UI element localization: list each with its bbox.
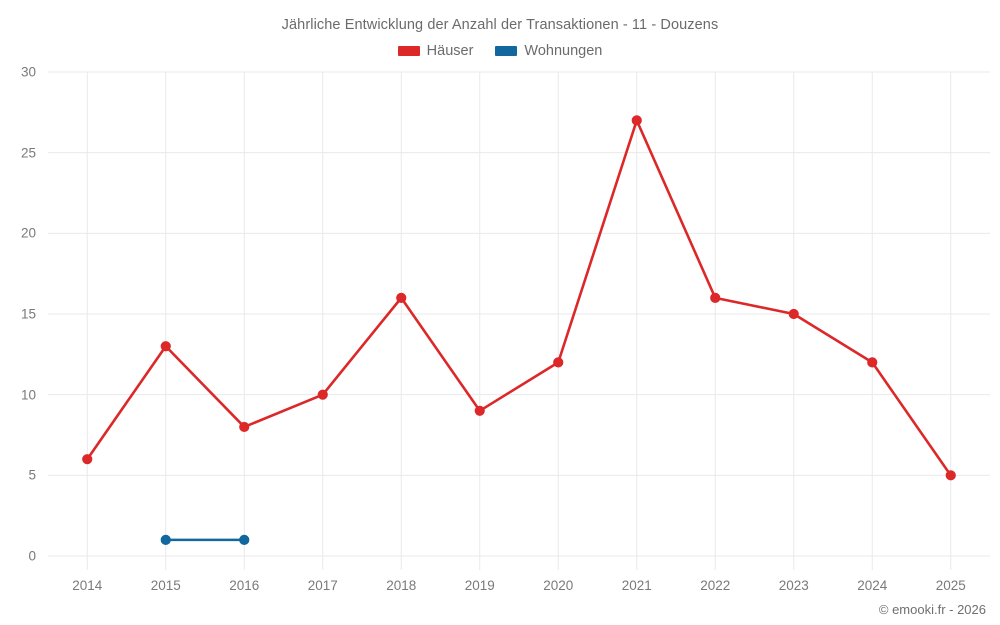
- y-axis-tick-label: 0: [28, 548, 36, 564]
- x-axis-tick-label: 2020: [543, 578, 574, 593]
- data-point-marker-series-0: [82, 454, 93, 465]
- x-axis-tick-label: 2019: [464, 578, 495, 593]
- x-axis-tick-label: 2017: [307, 578, 338, 593]
- x-axis-tick-label: 2021: [621, 578, 652, 593]
- y-axis-tick-label: 5: [28, 467, 36, 483]
- x-axis-tick-label: 2016: [229, 578, 260, 593]
- legend-label-series-0: Häuser: [426, 43, 474, 59]
- chart-legend: Häuser Wohnungen: [0, 44, 1000, 59]
- data-point-marker-series-0: [867, 357, 878, 368]
- x-axis-tick-label: 2025: [935, 578, 966, 593]
- data-point-marker-series-0: [396, 292, 407, 303]
- data-point-marker-series-0: [945, 470, 956, 481]
- data-point-marker-series-0: [474, 405, 485, 416]
- y-axis-tick-label: 30: [20, 64, 36, 80]
- y-axis-tick-label: 15: [20, 306, 36, 322]
- data-point-marker-series-0: [160, 341, 171, 352]
- data-point-marker-series-0: [553, 357, 564, 368]
- data-point-marker-series-0: [239, 421, 250, 433]
- data-point-marker-series-1: [160, 534, 171, 545]
- x-axis-tick-label: 2023: [778, 578, 809, 593]
- data-point-marker-series-0: [788, 308, 799, 320]
- legend-color-swatch-icon: [495, 46, 518, 57]
- x-axis-tick-label: 2015: [150, 578, 181, 593]
- data-point-marker-series-1: [239, 534, 250, 545]
- x-axis-tick-label: 2022: [700, 578, 731, 593]
- x-axis-tick-label: 2018: [386, 578, 417, 593]
- legend-item-series-0[interactable]: Häuser: [397, 43, 474, 59]
- legend-item-series-1[interactable]: Wohnungen: [495, 44, 602, 59]
- x-axis-tick-label: 2024: [857, 578, 888, 593]
- y-axis-tick-label: 25: [20, 145, 36, 161]
- y-axis-tick-label: 10: [20, 387, 36, 403]
- chart-title: Jährliche Entwicklung der Anzahl der Tra…: [281, 17, 719, 33]
- series-line-0: [85, 119, 953, 477]
- data-point-marker-series-0: [710, 292, 721, 303]
- data-point-marker-series-0: [631, 115, 642, 126]
- data-point-marker-series-0: [317, 389, 328, 400]
- legend-label-series-1: Wohnungen: [524, 43, 603, 59]
- x-axis-tick-label: 2014: [72, 578, 103, 593]
- footer-credit: © emooki.fr - 2026: [878, 602, 986, 617]
- y-axis-tick-label: 20: [20, 225, 36, 241]
- legend-color-swatch-icon: [397, 46, 420, 57]
